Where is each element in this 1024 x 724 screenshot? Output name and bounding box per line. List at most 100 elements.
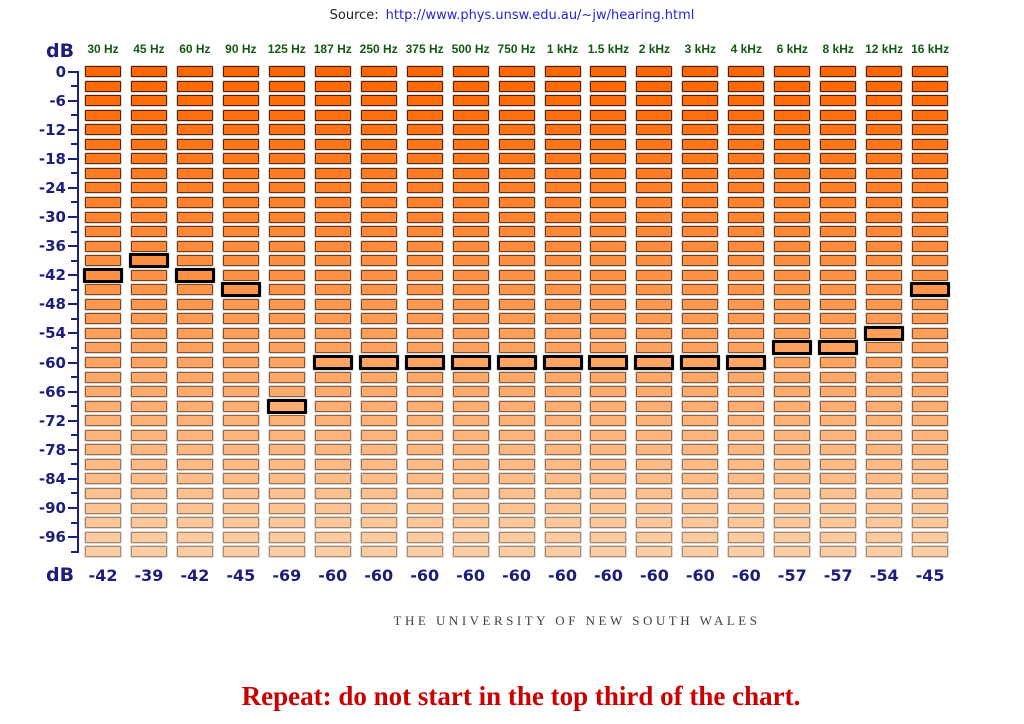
eq-segment[interactable]: [682, 313, 719, 325]
eq-segment[interactable]: [498, 546, 535, 558]
eq-segment-selected[interactable]: [128, 253, 169, 269]
eq-segment[interactable]: [314, 109, 351, 121]
eq-segment[interactable]: [728, 255, 765, 267]
eq-segment[interactable]: [130, 298, 167, 310]
eq-segment[interactable]: [636, 458, 673, 470]
eq-segment[interactable]: [544, 342, 581, 354]
eq-segment[interactable]: [728, 226, 765, 238]
eq-segment[interactable]: [774, 95, 811, 107]
eq-segment[interactable]: [222, 255, 259, 267]
eq-segment[interactable]: [176, 153, 213, 165]
eq-segment[interactable]: [314, 182, 351, 194]
eq-segment[interactable]: [85, 415, 121, 427]
eq-segment-selected[interactable]: [864, 325, 905, 341]
eq-segment[interactable]: [866, 429, 903, 441]
eq-segment[interactable]: [820, 429, 857, 441]
eq-segment[interactable]: [820, 546, 857, 558]
eq-segment[interactable]: [866, 487, 903, 499]
eq-segment[interactable]: [176, 357, 213, 368]
eq-segment[interactable]: [130, 167, 167, 179]
eq-segment[interactable]: [314, 211, 351, 223]
eq-segment[interactable]: [820, 400, 857, 412]
eq-segment[interactable]: [360, 255, 397, 267]
eq-segment[interactable]: [820, 255, 857, 267]
eq-segment[interactable]: [222, 66, 259, 77]
eq-segment[interactable]: [268, 429, 305, 441]
eq-segment[interactable]: [406, 298, 443, 310]
eq-segment-selected[interactable]: [220, 282, 261, 298]
eq-segment[interactable]: [85, 284, 121, 296]
eq-segment[interactable]: [636, 211, 673, 223]
eq-segment[interactable]: [268, 313, 305, 325]
eq-segment[interactable]: [85, 313, 121, 325]
eq-segment[interactable]: [728, 167, 765, 179]
eq-segment[interactable]: [774, 371, 811, 383]
eq-segment[interactable]: [774, 415, 811, 427]
eq-segment[interactable]: [360, 400, 397, 412]
eq-segment[interactable]: [820, 182, 857, 194]
eq-segment[interactable]: [912, 429, 949, 441]
eq-segment[interactable]: [682, 240, 719, 252]
eq-segment[interactable]: [774, 502, 811, 514]
eq-segment[interactable]: [268, 517, 305, 529]
eq-segment[interactable]: [314, 255, 351, 267]
eq-segment[interactable]: [682, 342, 719, 354]
eq-segment[interactable]: [820, 226, 857, 238]
eq-segment[interactable]: [820, 66, 857, 77]
eq-segment[interactable]: [176, 80, 213, 92]
eq-segment[interactable]: [820, 415, 857, 427]
eq-segment[interactable]: [682, 298, 719, 310]
eq-segment[interactable]: [912, 95, 949, 107]
eq-segment[interactable]: [590, 458, 627, 470]
eq-segment[interactable]: [452, 196, 489, 208]
eq-segment[interactable]: [866, 386, 903, 398]
eq-segment[interactable]: [774, 211, 811, 223]
eq-segment[interactable]: [682, 153, 719, 165]
eq-segment[interactable]: [406, 531, 443, 543]
eq-segment[interactable]: [406, 386, 443, 398]
eq-segment[interactable]: [820, 124, 857, 136]
eq-segment[interactable]: [314, 444, 351, 456]
eq-segment[interactable]: [636, 80, 673, 92]
eq-segment[interactable]: [452, 517, 489, 529]
eq-segment[interactable]: [452, 327, 489, 339]
eq-segment[interactable]: [544, 327, 581, 339]
eq-segment[interactable]: [406, 124, 443, 136]
eq-segment[interactable]: [130, 313, 167, 325]
eq-segment[interactable]: [360, 546, 397, 558]
eq-segment[interactable]: [820, 458, 857, 470]
eq-segment[interactable]: [452, 255, 489, 267]
eq-segment[interactable]: [498, 182, 535, 194]
eq-segment[interactable]: [268, 371, 305, 383]
eq-segment[interactable]: [728, 196, 765, 208]
eq-segment[interactable]: [636, 327, 673, 339]
eq-segment[interactable]: [85, 138, 121, 150]
eq-segment[interactable]: [176, 415, 213, 427]
eq-segment[interactable]: [406, 284, 443, 296]
eq-segment[interactable]: [774, 138, 811, 150]
eq-segment[interactable]: [498, 298, 535, 310]
eq-segment[interactable]: [406, 226, 443, 238]
eq-segment[interactable]: [912, 487, 949, 499]
eq-segment[interactable]: [728, 386, 765, 398]
eq-segment[interactable]: [774, 284, 811, 296]
eq-segment[interactable]: [590, 255, 627, 267]
eq-segment[interactable]: [682, 502, 719, 514]
eq-segment[interactable]: [544, 182, 581, 194]
eq-segment[interactable]: [866, 284, 903, 296]
eq-segment[interactable]: [406, 153, 443, 165]
eq-segment[interactable]: [176, 284, 213, 296]
eq-segment[interactable]: [498, 255, 535, 267]
eq-segment[interactable]: [176, 298, 213, 310]
eq-segment[interactable]: [544, 458, 581, 470]
eq-segment[interactable]: [774, 400, 811, 412]
eq-segment[interactable]: [360, 415, 397, 427]
eq-segment[interactable]: [360, 458, 397, 470]
eq-segment[interactable]: [130, 196, 167, 208]
eq-segment[interactable]: [452, 429, 489, 441]
eq-segment[interactable]: [544, 124, 581, 136]
eq-segment[interactable]: [176, 458, 213, 470]
eq-segment[interactable]: [912, 167, 949, 179]
eq-segment[interactable]: [176, 386, 213, 398]
eq-segment[interactable]: [85, 546, 121, 558]
